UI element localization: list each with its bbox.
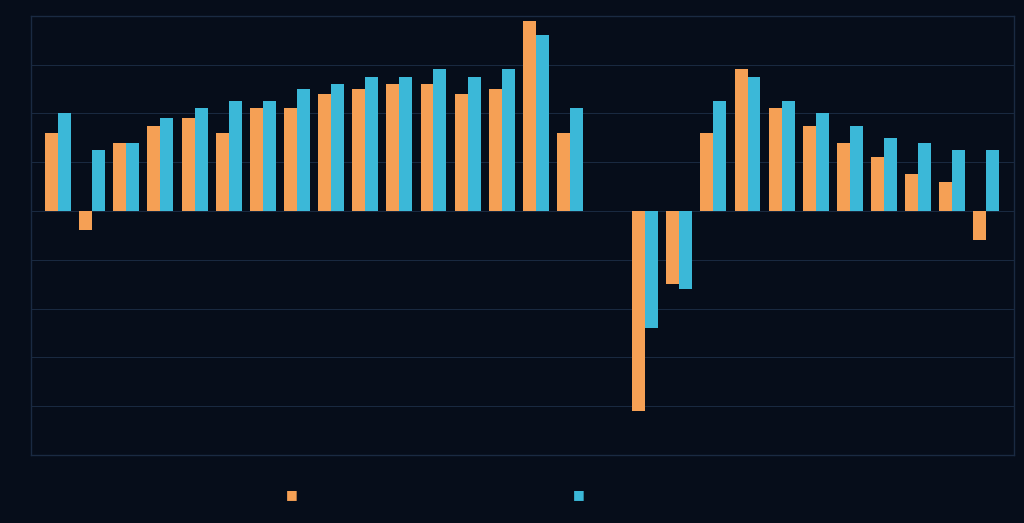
Bar <box>645 211 658 328</box>
Bar <box>557 133 570 211</box>
Bar <box>284 108 297 211</box>
Bar <box>850 126 863 211</box>
Bar <box>352 89 366 211</box>
Bar <box>667 211 679 284</box>
Bar <box>952 150 966 211</box>
Bar <box>386 84 399 211</box>
Bar <box>488 89 502 211</box>
Bar <box>318 94 331 211</box>
Bar <box>126 143 139 211</box>
Text: ■: ■ <box>286 488 298 501</box>
Bar <box>734 70 748 211</box>
Bar <box>195 108 208 211</box>
Bar <box>161 118 173 211</box>
Text: ■: ■ <box>572 488 585 501</box>
Bar <box>939 181 952 211</box>
Bar <box>468 77 480 211</box>
Bar <box>974 211 986 240</box>
Bar <box>803 126 816 211</box>
Bar <box>536 35 549 211</box>
Bar <box>837 143 850 211</box>
Bar <box>366 77 378 211</box>
Bar <box>181 118 195 211</box>
Bar <box>781 101 795 211</box>
Bar <box>919 143 931 211</box>
Bar <box>769 108 781 211</box>
Bar <box>228 101 242 211</box>
Bar <box>297 89 310 211</box>
Bar <box>92 150 105 211</box>
Bar <box>433 70 446 211</box>
Bar <box>58 113 71 211</box>
Bar <box>748 77 761 211</box>
Bar <box>331 84 344 211</box>
Bar <box>263 101 275 211</box>
Bar <box>714 101 726 211</box>
Bar <box>45 133 58 211</box>
Bar <box>455 94 468 211</box>
Bar <box>421 84 433 211</box>
Bar <box>523 20 536 211</box>
Bar <box>679 211 692 289</box>
Bar <box>79 211 92 231</box>
Bar <box>570 108 583 211</box>
Bar <box>871 157 884 211</box>
Bar <box>700 133 714 211</box>
Bar <box>216 133 228 211</box>
Bar <box>632 211 645 411</box>
Bar <box>147 126 161 211</box>
Bar <box>816 113 828 211</box>
Bar <box>114 143 126 211</box>
Bar <box>986 150 999 211</box>
Bar <box>502 70 515 211</box>
Bar <box>884 138 897 211</box>
Bar <box>905 174 919 211</box>
Bar <box>399 77 413 211</box>
Bar <box>250 108 263 211</box>
